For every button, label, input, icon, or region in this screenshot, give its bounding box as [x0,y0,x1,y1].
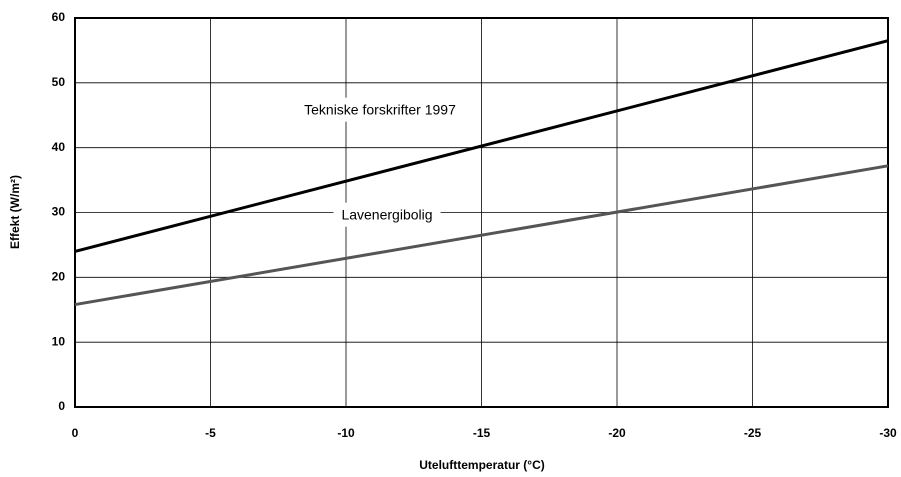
x-tick-label: -10 [337,426,355,440]
y-tick-label: 40 [52,140,66,154]
plot-border [74,17,889,408]
label-background [333,202,441,227]
x-tick-label: -25 [744,426,762,440]
label-background [296,97,465,122]
y-tick-label: 30 [52,205,66,219]
x-tick-label: 0 [72,426,79,440]
y-tick-label: 0 [58,399,65,413]
x-tick-label: -20 [608,426,626,440]
y-tick-label: 50 [52,75,66,89]
line [74,164,889,307]
y-tick-label: 60 [52,10,66,24]
x-tick-label: -30 [879,426,897,440]
y-axis-title: Effekt (W/m²) [8,175,22,249]
y-tick-label: 10 [52,334,66,348]
y-tick-label: 20 [52,270,66,284]
x-tick-label: -5 [205,426,216,440]
x-tick-label: -15 [473,426,491,440]
x-axis-title: Utelufttemperatur (°C) [419,458,544,472]
series-label: Lavenergibolig [341,207,432,223]
series-label: Tekniske forskrifter 1997 [304,102,456,118]
line [74,39,889,253]
